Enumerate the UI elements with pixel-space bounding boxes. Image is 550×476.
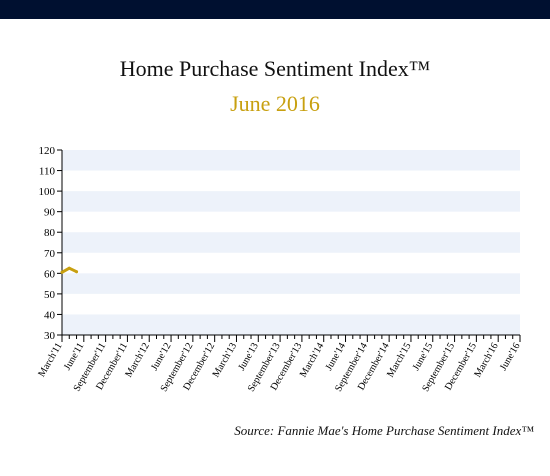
- chart-title: Home Purchase Sentiment Index™: [119, 56, 431, 81]
- y-tick-label: 110: [39, 166, 56, 178]
- x-axis: March'11June'11September'11December'11Ma…: [36, 334, 523, 394]
- chart-bands: [62, 150, 520, 335]
- y-tick-label: 100: [39, 186, 56, 198]
- grid-band: [62, 150, 520, 171]
- top-bar: [0, 0, 550, 19]
- x-tick-label: June'16: [498, 341, 523, 373]
- y-tick-label: 70: [44, 248, 56, 260]
- y-tick-label: 90: [44, 207, 56, 219]
- series-layer: [60, 266, 79, 274]
- source-note: Source: Fannie Mae's Home Purchase Senti…: [234, 423, 534, 438]
- y-tick-label: 50: [44, 289, 56, 301]
- y-tick-label: 40: [44, 309, 56, 321]
- grid-band: [62, 191, 520, 212]
- y-tick-label: 60: [44, 268, 56, 280]
- data-point: [75, 270, 79, 274]
- grid-band: [62, 232, 520, 253]
- y-tick-label: 80: [44, 227, 56, 239]
- grid-band: [62, 273, 520, 294]
- data-point: [67, 266, 71, 270]
- data-point: [60, 270, 64, 274]
- y-tick-label: 30: [44, 330, 56, 342]
- y-tick-label: 120: [39, 145, 56, 157]
- chart-subtitle: June 2016: [230, 91, 320, 116]
- x-tick-label: March'11: [36, 341, 64, 379]
- y-axis: 30 40 50 60 70 80 90 100 110 120: [39, 145, 63, 342]
- grid-band: [62, 314, 520, 335]
